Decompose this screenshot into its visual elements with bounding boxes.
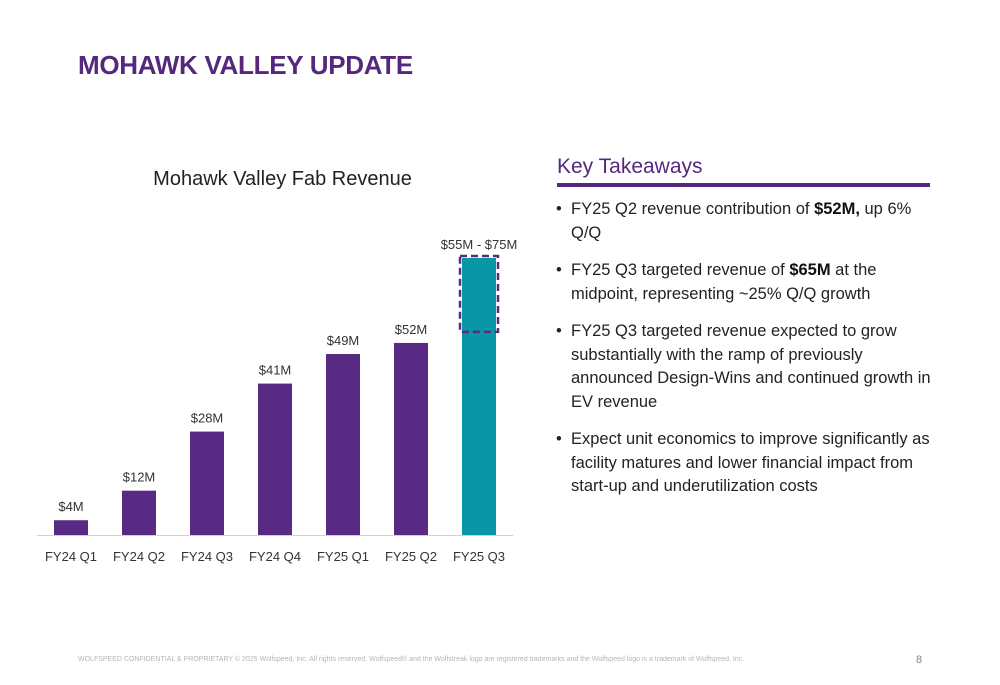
bars-group: [37, 254, 513, 536]
value-label: $28M: [191, 411, 224, 426]
x-tick-labels-group: FY24 Q1 FY24 Q2 FY24 Q3 FY24 Q4 FY25 Q1 FY25 …: [45, 549, 505, 564]
takeaways-divider: [557, 183, 930, 187]
takeaway-text: FY25 Q3 targeted revenue expected to gro…: [571, 322, 931, 411]
page-number: 8: [916, 654, 923, 666]
x-tick-label: FY24 Q3: [181, 549, 233, 564]
bar-fy25-q3: [462, 258, 496, 535]
bar-fy24-q1: [54, 520, 88, 535]
bullet-icon: •: [556, 322, 562, 340]
revenue-bar-chart: $4M $12M $28M $41M $49M $52M $55M - $75M FY24 …: [37, 237, 517, 564]
takeaway-text: Expect unit economics to improve signifi…: [571, 430, 930, 495]
value-label: $49M: [327, 333, 360, 348]
bar-fy24-q3: [190, 431, 224, 535]
x-tick-label: FY25 Q3: [453, 549, 505, 564]
value-label: $55M - $75M: [441, 237, 518, 252]
takeaway-item: • Expect unit economics to improve signi…: [556, 428, 931, 499]
bar-fy24-q4: [258, 383, 292, 535]
x-tick-label: FY24 Q2: [113, 549, 165, 564]
chart-title: Mohawk Valley Fab Revenue: [153, 168, 412, 190]
x-tick-label: FY25 Q2: [385, 549, 437, 564]
bullet-icon: •: [556, 430, 562, 448]
bar-fy25-q2: [394, 342, 428, 535]
takeaway-item: • FY25 Q3 targeted revenue of $65M at th…: [556, 259, 931, 306]
takeaways-list: • FY25 Q2 revenue contribution of $52M, …: [556, 198, 931, 513]
value-label: $41M: [259, 363, 292, 378]
target-range-outline: [458, 254, 500, 334]
bullet-icon: •: [556, 261, 562, 279]
value-label: $52M: [395, 322, 428, 337]
bar-fy24-q2: [122, 490, 156, 535]
takeaway-text: at the midpoint, representing ~25% Q/Q g…: [571, 261, 877, 303]
takeaway-highlight: $65M: [789, 261, 831, 279]
takeaway-item: • FY25 Q2 revenue contribution of $52M, …: [556, 198, 931, 245]
x-tick-label: FY25 Q1: [317, 549, 369, 564]
value-label: $12M: [123, 470, 156, 485]
footer-disclaimer: WOLFSPEED CONFIDENTIAL & PROPRIETARY © 2…: [78, 656, 745, 663]
takeaways-header: Key Takeaways: [557, 155, 703, 178]
bullet-icon: •: [556, 200, 562, 218]
value-label: $4M: [58, 499, 83, 514]
takeaway-highlight: $52M,: [814, 200, 860, 218]
value-labels-group: $4M $12M $28M $41M $49M $52M $55M - $75M: [58, 237, 517, 514]
x-tick-label: FY24 Q4: [249, 549, 301, 564]
bar-fy25-q1: [326, 354, 360, 535]
takeaway-text: FY25 Q3 targeted revenue of: [571, 261, 790, 279]
slide-title: MOHAWK VALLEY UPDATE: [78, 50, 413, 80]
takeaway-text: up 6% Q/Q: [571, 200, 912, 242]
takeaway-item: • FY25 Q3 targeted revenue expected to g…: [556, 320, 931, 414]
takeaway-text: FY25 Q2 revenue contribution of: [571, 200, 815, 218]
x-tick-label: FY24 Q1: [45, 549, 97, 564]
